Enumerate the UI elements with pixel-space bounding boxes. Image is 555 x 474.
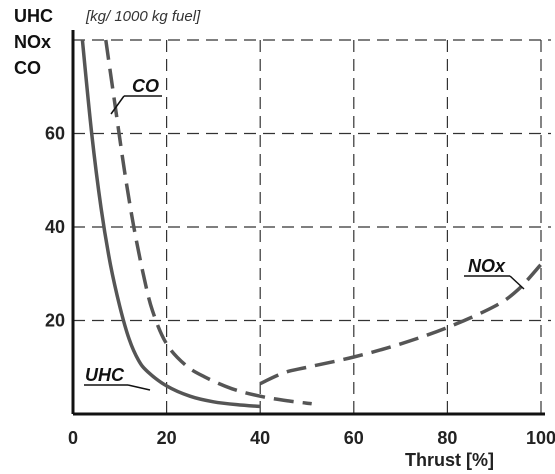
grid: [73, 39, 551, 414]
nox-leader-line: [509, 275, 525, 290]
y-axis-label-co: CO: [14, 58, 41, 78]
x-tick-label-60: 60: [344, 428, 364, 448]
y-axis-label-uhc: UHC: [14, 6, 53, 26]
x-axis-label: Thrust [%]: [405, 450, 494, 470]
co-leader-line: [110, 95, 125, 115]
co-label: CO: [132, 76, 159, 96]
series-lines: [80, 39, 543, 409]
x-tick-label-20: 20: [157, 428, 177, 448]
y-axis-unit: [kg/ 1000 kg fuel]: [86, 8, 201, 25]
series-co-line: [104, 39, 312, 406]
x-tick-label-40: 40: [250, 428, 270, 448]
y-axis-label-nox: NOx: [14, 32, 52, 52]
uhc-label: UHC: [85, 365, 125, 385]
uhc-leader-line: [127, 384, 151, 391]
y-tick-label-20: 20: [45, 311, 65, 331]
x-tick-label-80: 80: [437, 428, 457, 448]
series-nox-line: [259, 263, 543, 386]
series-uhc-line: [80, 39, 261, 409]
x-tick-label-100: 100: [526, 428, 555, 448]
series-annotations: CO UHC NOx: [84, 76, 525, 391]
nox-label: NOx: [468, 256, 506, 276]
y-tick-label-60: 60: [45, 124, 65, 144]
axes: [71, 30, 545, 416]
x-tick-label-0: 0: [68, 428, 78, 448]
tick-labels: 0 20 40 60 80 100 20 40 60: [45, 124, 555, 449]
y-tick-label-40: 40: [45, 217, 65, 237]
